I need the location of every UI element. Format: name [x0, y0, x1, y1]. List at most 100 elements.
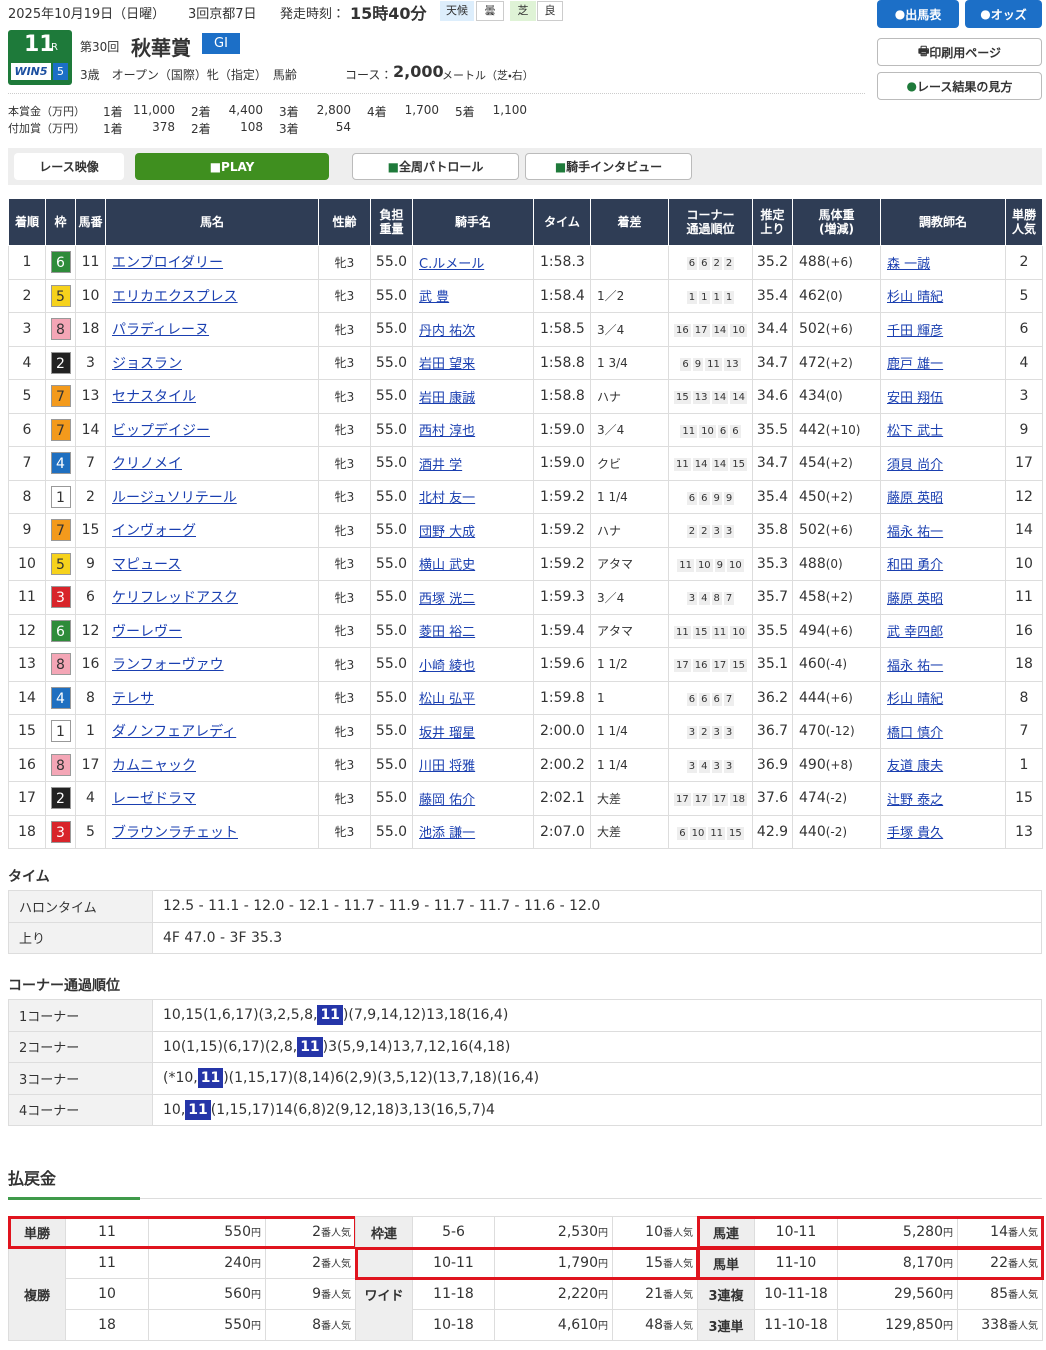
trainer[interactable]: 藤原 英昭	[887, 491, 944, 507]
trainer[interactable]: 鹿戸 雄一	[887, 357, 944, 373]
trainer[interactable]: 手塚 貴久	[887, 826, 944, 842]
margin: 1 3/4	[590, 345, 669, 380]
jockey[interactable]: 岩田 望来	[419, 357, 476, 373]
horse-name[interactable]: ヴーレヴー	[112, 623, 182, 640]
horse-cell: インヴォーグ	[105, 513, 319, 548]
prize-amount: 1,700	[404, 103, 439, 117]
corner-label: 1コーナー	[8, 999, 153, 1032]
trainer[interactable]: 橋口 慎介	[887, 725, 944, 741]
horse-name[interactable]: セナスタイル	[112, 389, 196, 406]
print-text[interactable]: 印刷用ページ	[929, 45, 1002, 60]
trainer[interactable]: 安田 翔伍	[887, 390, 944, 406]
interview-text[interactable]: 騎手インタビュー	[566, 160, 663, 174]
trainer[interactable]: 松下 武士	[887, 424, 944, 440]
horse-name[interactable]: インヴォーグ	[112, 523, 196, 540]
trainer-cell: 和田 勇介	[880, 546, 1006, 581]
trainer-cell: 友道 康夫	[880, 747, 1006, 782]
horse-name[interactable]: カムニャック	[112, 757, 196, 774]
trainer[interactable]: 杉山 晴紀	[887, 692, 944, 708]
horse-name[interactable]: エンブロイダリー	[112, 255, 224, 272]
jockey[interactable]: 武 豊	[419, 290, 450, 306]
patrol-button[interactable]: ■ 全周パトロール	[352, 153, 519, 180]
play-text[interactable]: PLAY	[221, 159, 255, 174]
odds-text[interactable]: オッズ	[990, 7, 1027, 22]
jockey[interactable]: 酒井 学	[419, 457, 463, 473]
horse-name[interactable]: レーゼドラマ	[112, 791, 196, 808]
body-weight-cell: 462(0)	[792, 278, 881, 313]
horse-name[interactable]: マピュース	[112, 556, 182, 573]
interview-button[interactable]: ■ 騎手インタビュー	[525, 153, 692, 180]
payout-amount: 2,220円	[494, 1278, 613, 1310]
guide-button[interactable]: ● レース結果の見方	[877, 72, 1042, 100]
jockey[interactable]: 坂井 瑠星	[419, 725, 476, 741]
jockey[interactable]: 横山 武史	[419, 558, 476, 574]
jockey[interactable]: 池添 謙一	[419, 826, 476, 842]
bet-type: 馬連	[697, 1216, 755, 1248]
corner-position: 11	[677, 558, 694, 572]
trainer[interactable]: 和田 勇介	[887, 558, 944, 574]
pop: 21	[645, 1286, 663, 1302]
print-button[interactable]: 🖶 印刷用ページ	[877, 38, 1042, 66]
trainer[interactable]: 福永 祐一	[887, 524, 944, 540]
popularity: 2	[1005, 245, 1043, 280]
trainer[interactable]: 森 一誠	[887, 256, 931, 272]
horse-name[interactable]: ジョスラン	[112, 355, 182, 372]
jockey[interactable]: 川田 将雅	[419, 759, 476, 775]
jockey[interactable]: 菱田 裕二	[419, 625, 476, 641]
horse-name[interactable]: ダノンフェアレディ	[112, 724, 237, 741]
pop: 14	[990, 1224, 1008, 1240]
patrol-text[interactable]: 全周パトロール	[398, 160, 484, 174]
body-change: (+2)	[825, 590, 853, 605]
payout-popularity: 8番人気	[265, 1309, 356, 1341]
horse-name[interactable]: ケリフレッドアスク	[112, 590, 238, 607]
jockey[interactable]: 藤岡 佑介	[419, 792, 476, 808]
frame-cell: 7	[45, 412, 76, 447]
horse-name[interactable]: テレサ	[112, 690, 154, 707]
combination: 10-11	[754, 1216, 838, 1248]
trainer[interactable]: 須貝 尚介	[887, 457, 944, 473]
trainer[interactable]: 武 幸四郎	[887, 625, 944, 641]
horse-name[interactable]: エリカエクスプレス	[112, 288, 238, 305]
result-row: 11 3 6 ケリフレッドアスク 牝3 55.0 西塚 洸二 1:59.3 3／4 3 4 8 7 35.…	[8, 580, 1043, 615]
jockey[interactable]: 西塚 洸二	[419, 591, 476, 607]
entries-button[interactable]: ● 出馬表	[877, 0, 959, 28]
trainer[interactable]: 福永 祐一	[887, 658, 944, 674]
trainer[interactable]: 辻野 泰之	[887, 792, 944, 808]
horse-name[interactable]: クリノメイ	[112, 456, 182, 473]
trainer[interactable]: 藤原 英昭	[887, 591, 944, 607]
jockey[interactable]: 団野 大成	[419, 524, 476, 540]
horse-number: 8	[75, 680, 106, 715]
body-weight: 440	[799, 823, 826, 840]
yen-unit: 円	[598, 1290, 608, 1301]
jockey[interactable]: 西村 淳也	[419, 424, 476, 440]
race-time: 1:58.8	[533, 379, 591, 414]
jockey[interactable]: 松山 弘平	[419, 692, 476, 708]
corner-position: 17	[711, 659, 729, 673]
race-time: 2:00.0	[533, 714, 591, 749]
trainer[interactable]: 千田 輝彦	[887, 323, 944, 339]
trainer[interactable]: 杉山 晴紀	[887, 290, 944, 306]
jockey[interactable]: 北村 友一	[419, 491, 476, 507]
horse-cell: ケリフレッドアスク	[105, 580, 319, 615]
jockey[interactable]: C.ルメール	[419, 256, 485, 272]
pop-unit: 番人気	[663, 1290, 693, 1301]
jockey[interactable]: 小崎 綾也	[419, 658, 476, 674]
horse-name[interactable]: ルージュソリテール	[112, 489, 237, 506]
horse-name[interactable]: ブラウンラチェット	[112, 824, 238, 841]
payout-group: 単勝 11 550円 2番人気 複勝 11 240円 2番人気 10 560円 9番人気 18 550円…	[7, 1215, 357, 1341]
horse-name[interactable]: パラディレーヌ	[112, 322, 210, 339]
jockey[interactable]: 岩田 康誠	[419, 390, 476, 406]
guide-text[interactable]: レース結果の見方	[917, 79, 1013, 94]
horse-name[interactable]: ビップデイジー	[112, 422, 210, 439]
odds-button[interactable]: ● オッズ	[965, 0, 1042, 28]
entries-text[interactable]: 出馬表	[905, 7, 942, 22]
jockey[interactable]: 丹内 祐次	[419, 323, 476, 339]
payout-amount: 29,560円	[837, 1278, 958, 1310]
play-button[interactable]: ■ PLAY	[135, 153, 329, 180]
corner-position: 6	[680, 357, 691, 371]
body-weight-cell: 470(-12)	[792, 714, 881, 749]
corner-position: 1	[686, 290, 698, 304]
horse-name[interactable]: ランフォーヴァウ	[112, 657, 224, 674]
trainer[interactable]: 友道 康夫	[887, 759, 944, 775]
corner-position: 4	[699, 592, 710, 606]
